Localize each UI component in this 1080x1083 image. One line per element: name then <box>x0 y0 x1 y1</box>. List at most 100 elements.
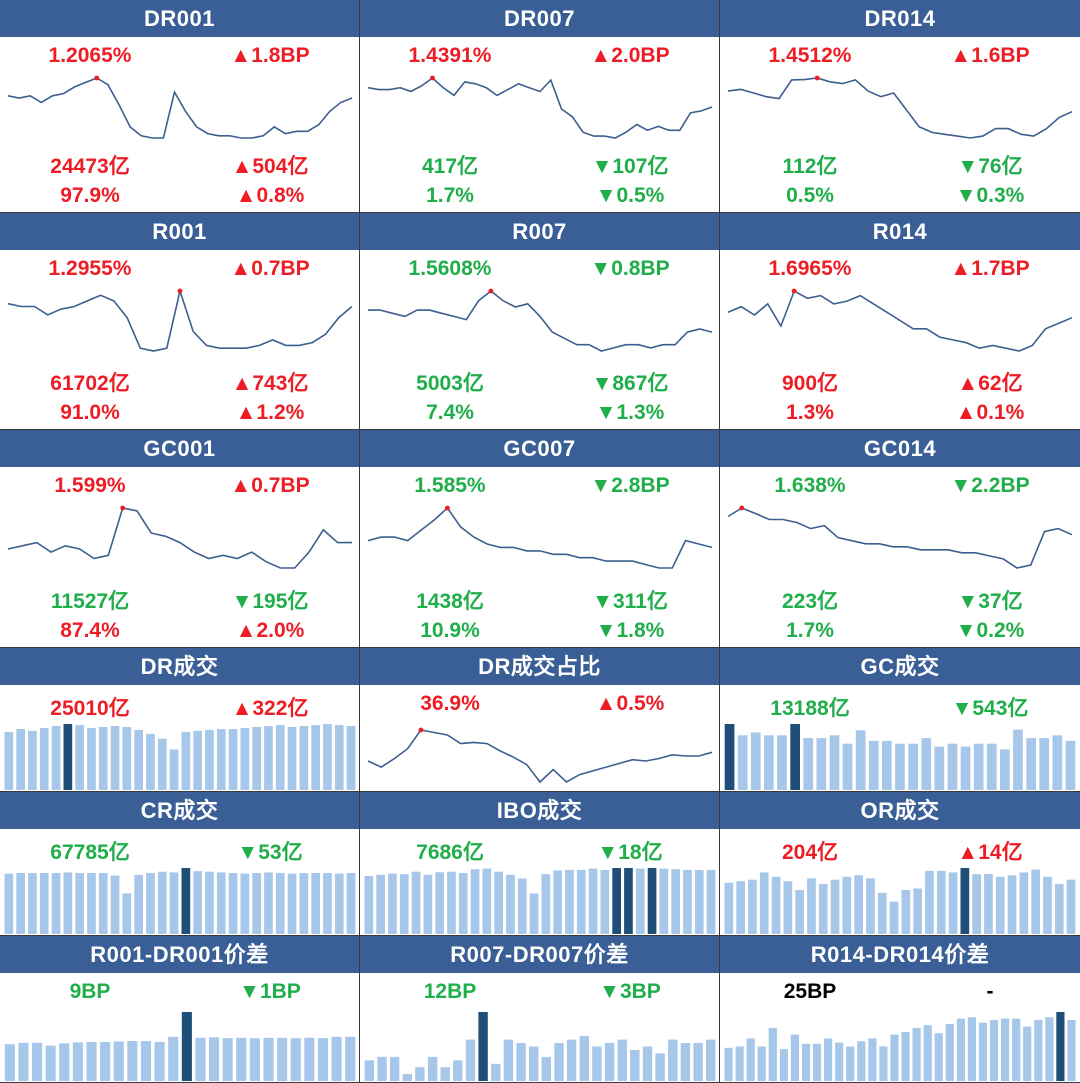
panel-volume-7: R007-DR007价差 12BP ▼3BP <box>360 936 720 1083</box>
panel-volume-3: CR成交 67785亿 ▼53亿 <box>0 792 360 936</box>
rate-gc014-line <box>727 507 1073 569</box>
rate-gc014-chart <box>727 505 1073 569</box>
metric-change: ▲14亿 <box>957 841 1023 864</box>
panel-r007: R007 1.5608% ▼0.8BP 5003亿 ▼867亿 7.4% ▼1.3% <box>360 213 720 430</box>
metric-6-bar <box>127 1041 138 1081</box>
metric-7-bar <box>389 1056 400 1081</box>
metric-4-bar <box>482 868 492 934</box>
metric-8-bar <box>1056 1012 1065 1081</box>
rate-r014-line <box>727 289 1073 352</box>
metric-5-bar <box>830 879 840 934</box>
panel-volume-0: DR成交 25010亿 ▲322亿 <box>0 648 360 792</box>
share-change: ▲0.1% <box>955 401 1025 424</box>
metric-6-bar <box>263 1037 274 1081</box>
metric-6-bar <box>331 1036 342 1081</box>
panel-title: CR成交 <box>0 792 359 829</box>
metric-4-bar <box>376 874 385 934</box>
metric-5-bar <box>1007 875 1017 934</box>
volume-value: 1438亿 <box>416 590 484 613</box>
metric-7-bar <box>668 1039 678 1081</box>
metric-4-bar <box>541 874 551 934</box>
metric-0-bar <box>287 727 297 790</box>
metric-8-bar <box>857 1041 866 1081</box>
rate-change: ▲0.7BP <box>230 474 310 497</box>
metric-3-bar <box>323 873 332 934</box>
metric-8-bar <box>790 1034 799 1081</box>
metric-5-bar <box>984 873 993 934</box>
metric-6-bar <box>209 1037 220 1081</box>
metric-6-chart <box>4 1012 356 1081</box>
metric-0-bar <box>275 725 285 790</box>
share-change: ▲2.0% <box>235 619 305 642</box>
metric-7-bar <box>503 1039 514 1081</box>
metric-6-bar <box>304 1037 315 1081</box>
volume-value: 223亿 <box>781 590 839 613</box>
metric-5-bar <box>866 878 875 934</box>
volume-value: 417亿 <box>421 155 479 178</box>
share-change: ▼1.8% <box>595 619 665 642</box>
rate-change: ▼0.8BP <box>590 257 670 280</box>
metric-value: 12BP <box>423 980 477 1003</box>
metric-4-chart <box>364 868 716 934</box>
metric-4-bar <box>517 878 527 934</box>
panel-title: R014 <box>720 213 1080 250</box>
metric-5-bar <box>748 879 757 934</box>
metric-0-bar <box>240 728 250 790</box>
metric-4-bar <box>706 869 716 934</box>
metric-5-bar <box>783 881 793 934</box>
volume-value: 112亿 <box>782 155 838 178</box>
metric-7-bar <box>529 1046 539 1081</box>
panel-title: GC007 <box>360 430 719 467</box>
metric-change: ▼18亿 <box>597 841 663 864</box>
metric-7-bar <box>465 1039 476 1081</box>
rate-r014-peak-point <box>791 288 797 294</box>
rate-dr014-line <box>727 77 1073 139</box>
rate-dr001-line <box>7 77 353 139</box>
metric-0-bar <box>169 749 179 790</box>
metric-4-bar <box>399 874 409 934</box>
metric-3-bar <box>39 873 49 934</box>
rate-gc007-chart <box>367 505 713 569</box>
metric-6-bar <box>277 1037 288 1081</box>
metric-5-bar <box>995 876 1005 934</box>
metric-5-bar <box>736 881 745 934</box>
volume-change: ▼311亿 <box>592 590 668 613</box>
metric-3-bar <box>346 873 356 934</box>
metric-2-bar <box>921 738 932 790</box>
volume-change: ▲504亿 <box>231 155 309 178</box>
rate-dr007-line <box>367 76 713 139</box>
metric-4-bar <box>470 869 480 934</box>
metric-6-bar <box>72 1042 83 1081</box>
panel-gc001: GC001 1.599% ▲0.7BP 11527亿 ▼195亿 87.4% ▲2.0% <box>0 430 360 648</box>
metric-6-bar <box>236 1037 247 1081</box>
share-value: 0.5% <box>786 184 834 207</box>
volume-value: 11527亿 <box>50 590 130 613</box>
metric-2-bar <box>1000 749 1010 790</box>
share-change: ▲0.8% <box>235 184 305 207</box>
metric-1-line <box>367 729 713 784</box>
metric-3-bar <box>275 873 285 934</box>
metric-8-bar <box>768 1027 777 1081</box>
metric-7-bar <box>693 1043 703 1081</box>
rate-dr007-peak-point <box>430 75 435 81</box>
metric-7-bar <box>630 1050 640 1081</box>
metric-6-bar <box>18 1042 29 1081</box>
metric-value: 36.9% <box>420 692 480 715</box>
metric-8-bar <box>801 1043 811 1081</box>
metric-3-bar <box>28 873 37 934</box>
metric-2-bar <box>1013 729 1023 790</box>
metric-6-bar <box>195 1037 206 1081</box>
rate-r007-peak-point <box>488 288 494 294</box>
metric-0-bar <box>75 725 84 790</box>
metric-8-bar <box>890 1034 899 1081</box>
share-value: 97.9% <box>60 184 120 207</box>
volume-value: 24473亿 <box>50 155 130 178</box>
metric-4-bar <box>576 869 586 934</box>
volume-change: ▲62亿 <box>957 372 1023 395</box>
metric-3-bar <box>4 873 14 934</box>
rate-value: 1.638% <box>774 474 846 497</box>
metric-2-bar <box>882 740 892 790</box>
metric-8-bar <box>978 1022 988 1081</box>
metric-2-bar <box>737 735 748 790</box>
metric-2-bar <box>790 724 800 790</box>
